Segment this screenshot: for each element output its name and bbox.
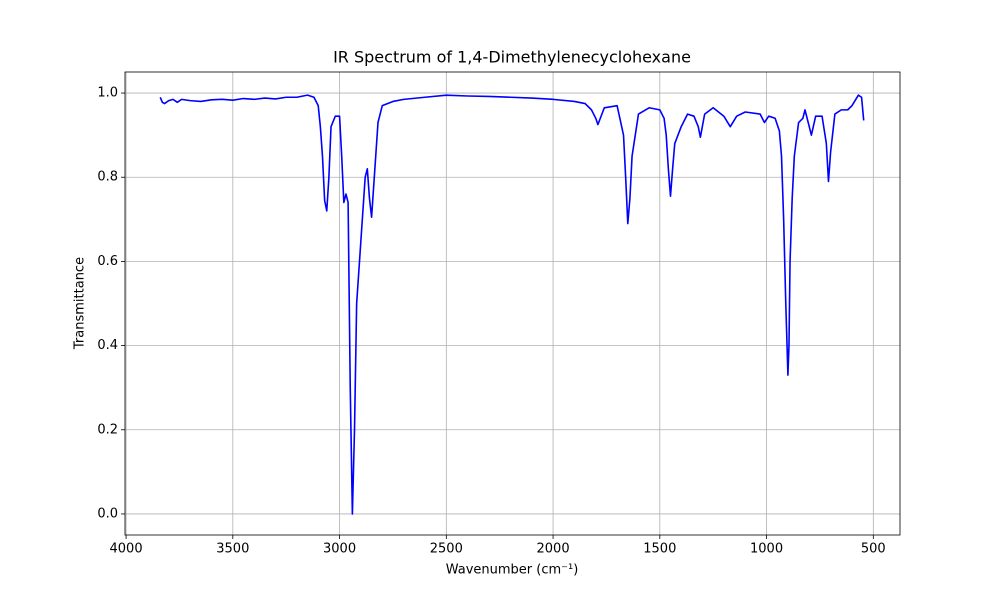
x-tick-label: 3000 <box>323 542 356 557</box>
y-tick-label: 0.4 <box>97 338 118 353</box>
y-tick-label: 0.0 <box>97 506 118 521</box>
y-tick-label: 1.0 <box>97 86 118 101</box>
x-tick-label: 2000 <box>537 542 570 557</box>
x-tick-label: 2500 <box>430 542 463 557</box>
y-axis-label: Transmittance <box>73 257 88 350</box>
x-tick-label: 1000 <box>750 542 783 557</box>
chart-title: IR Spectrum of 1,4-Dimethylenecyclohexan… <box>333 48 691 67</box>
x-tick-label: 500 <box>861 542 886 557</box>
x-tick-label: 3500 <box>216 542 249 557</box>
y-tick-label: 0.6 <box>97 254 118 269</box>
plot-frame <box>124 71 901 536</box>
x-tick-label: 4000 <box>110 542 143 557</box>
y-tick-label: 0.2 <box>97 422 118 437</box>
spectrum-line <box>159 94 865 515</box>
y-tick-label: 0.8 <box>97 170 118 185</box>
x-tick-label: 1500 <box>643 542 676 557</box>
x-axis-label: Wavenumber (cm⁻¹) <box>446 563 579 578</box>
